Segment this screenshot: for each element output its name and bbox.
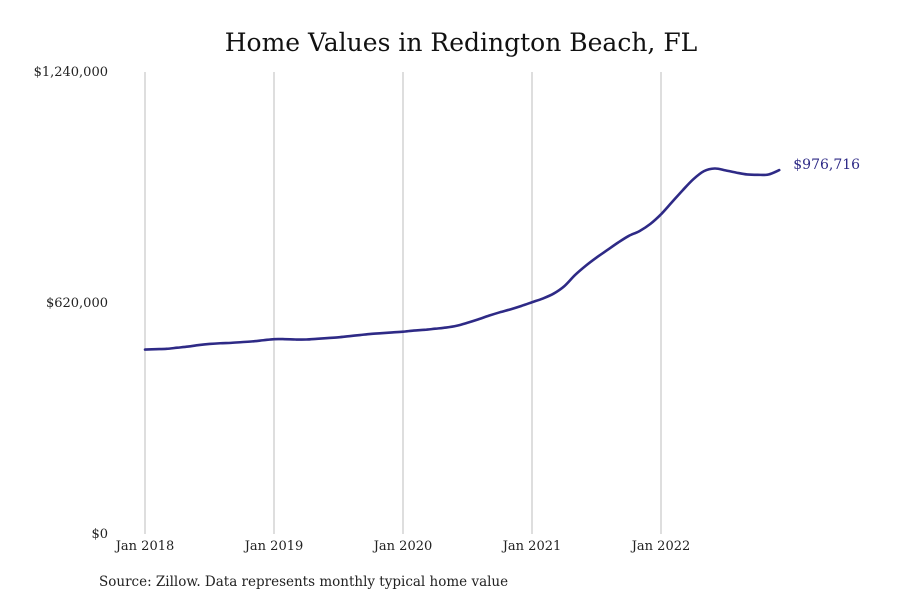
source-note: Source: Zillow. Data represents monthly …	[99, 574, 508, 590]
y-axis: $0 $620,000 $1,240,000	[34, 65, 108, 542]
grid-lines	[144, 72, 662, 534]
series-layer: $976,716	[143, 157, 860, 351]
y-tick-label: $1,240,000	[34, 65, 108, 80]
x-tick-label: Jan 2020	[372, 539, 433, 554]
x-tick-label: Jan 2018	[114, 539, 175, 554]
series-line	[143, 167, 781, 351]
y-tick-label: $0	[91, 527, 108, 542]
chart-title: Home Values in Redington Beach, FL	[225, 28, 698, 57]
x-tick-label: Jan 2019	[243, 539, 304, 554]
x-tick-label: Jan 2021	[501, 539, 562, 554]
x-axis: Jan 2018 Jan 2019 Jan 2020 Jan 2021 Jan 2022	[114, 539, 691, 554]
series-end-label: $976,716	[793, 157, 860, 173]
x-tick-label: Jan 2022	[630, 539, 691, 554]
y-tick-label: $620,000	[46, 296, 108, 311]
